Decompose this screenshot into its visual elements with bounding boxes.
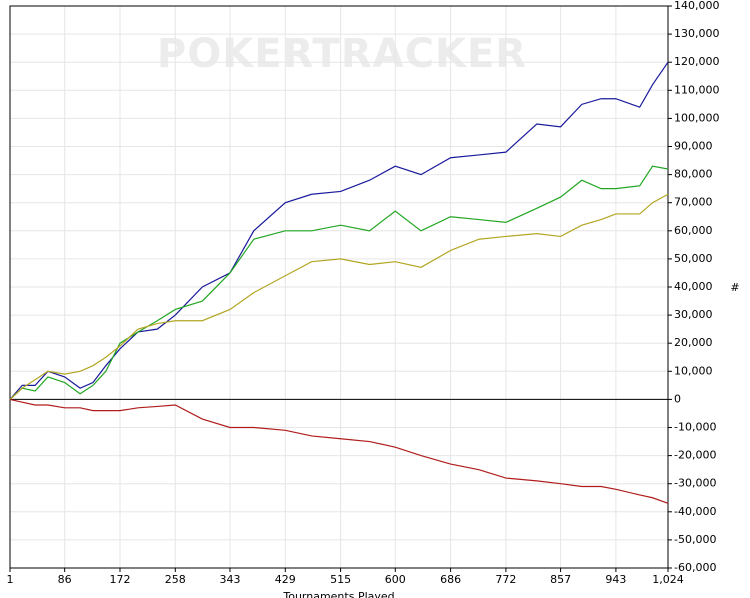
y-tick-label: 110,000 (674, 83, 720, 96)
x-tick-label: 343 (219, 573, 240, 586)
y-axis-label: # (730, 281, 739, 294)
y-tick-label: 0 (674, 392, 681, 405)
y-tick-label: 40,000 (674, 280, 713, 293)
x-tick-label: 172 (109, 573, 130, 586)
y-tick-label: -20,000 (674, 449, 716, 462)
y-tick-label: 30,000 (674, 308, 713, 321)
y-tick-label: 120,000 (674, 55, 720, 68)
y-tick-label: 130,000 (674, 27, 720, 40)
y-tick-label: 20,000 (674, 336, 713, 349)
x-tick-label: 1 (7, 573, 14, 586)
x-tick-label: 86 (58, 573, 72, 586)
y-tick-label: 100,000 (674, 111, 720, 124)
y-tick-label: -60,000 (674, 561, 716, 574)
y-tick-label: 140,000 (674, 0, 720, 12)
x-tick-label: 600 (385, 573, 406, 586)
y-tick-label: -50,000 (674, 533, 716, 546)
y-tick-label: 60,000 (674, 224, 713, 237)
x-tick-label: 686 (440, 573, 461, 586)
y-tick-label: 80,000 (674, 168, 713, 181)
y-tick-label: 90,000 (674, 140, 713, 153)
x-tick-label: 515 (330, 573, 351, 586)
y-tick-label: 50,000 (674, 252, 713, 265)
x-tick-label: 1,024 (652, 573, 684, 586)
x-tick-label: 857 (550, 573, 571, 586)
y-tick-label: 70,000 (674, 196, 713, 209)
x-tick-label: 943 (605, 573, 626, 586)
y-tick-label: 10,000 (674, 364, 713, 377)
x-tick-label: 772 (495, 573, 516, 586)
watermark: POKERTRACKER (157, 31, 527, 77)
y-tick-label: -10,000 (674, 421, 716, 434)
x-tick-label: 429 (275, 573, 296, 586)
x-tick-label: 258 (165, 573, 186, 586)
y-tick-label: -30,000 (674, 477, 716, 490)
series-line (9, 398, 669, 504)
plot-border (9, 5, 669, 569)
series-line (9, 165, 669, 400)
y-tick-label: -40,000 (674, 505, 716, 518)
x-axis-label: Tournaments Played (282, 590, 394, 598)
series-line (9, 61, 669, 400)
series-line (9, 193, 669, 400)
